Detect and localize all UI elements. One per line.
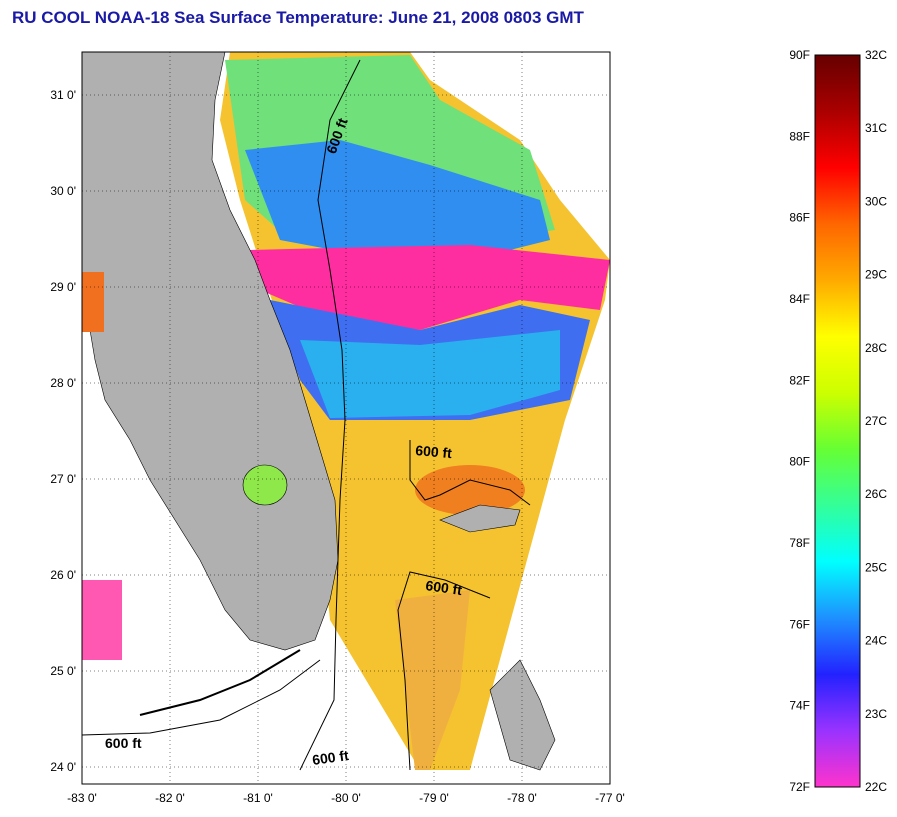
colorbar-f-label: 72F: [789, 780, 810, 794]
colorbar-c-label: 24C: [865, 634, 887, 648]
sst-blue-band: [245, 140, 550, 260]
lake-okeechobee: [242, 464, 288, 506]
colorbar-c-label: 27C: [865, 414, 887, 428]
lat-tick-label: 26 0': [50, 568, 76, 582]
bahamas-land: [439, 504, 521, 533]
lat-tick-label: 29 0': [50, 280, 76, 294]
lon-tick-label: -80 0': [331, 791, 361, 805]
colorbar-c-label: 32C: [865, 48, 887, 62]
lat-tick-label: 24 0': [50, 760, 76, 774]
contour-600ft-sw: [82, 659, 321, 736]
colorbar-c-label: 30C: [865, 194, 887, 208]
contour-label-3: 600 ft: [425, 577, 464, 598]
colorbar-f-label: 76F: [789, 617, 810, 631]
colorbar-f-label: 78F: [789, 536, 810, 550]
sst-speckle-sw: [82, 580, 122, 660]
lon-tick-label: -78 0': [507, 791, 537, 805]
page-title: RU COOL NOAA-18 Sea Surface Temperature:…: [12, 8, 584, 27]
map-grid: [81, 52, 611, 784]
florida-keys: [139, 649, 301, 716]
lon-tick-label: -81 0': [243, 791, 273, 805]
colorbar-c-label: 28C: [865, 341, 887, 355]
contour-label-2: 600 ft: [415, 442, 453, 461]
sst-south-stripe: [395, 590, 470, 770]
lat-tick-label: 27 0': [50, 472, 76, 486]
lat-tick-label: 25 0': [50, 664, 76, 678]
colorbar-f-label: 88F: [789, 129, 810, 143]
colorbar-f-label: 90F: [789, 48, 810, 62]
colorbar-f-label: 84F: [789, 292, 810, 306]
sst-pink-band: [250, 245, 610, 330]
lon-tick-label: -82 0': [155, 791, 185, 805]
sst-speckle-gulf: [82, 272, 104, 332]
colorbar-c-labels: 32C 31C 30C 29C 28C 27C 26C 25C 24C 23C 22C: [865, 48, 887, 794]
colorbar-f-label: 82F: [789, 373, 810, 387]
contour-600ft-east: [299, 59, 361, 771]
colorbar-f-label: 74F: [789, 699, 810, 713]
contour-600ft-bahama: [409, 440, 531, 506]
lon-tick-label: -77 0': [595, 791, 625, 805]
colorbar-f-label: 80F: [789, 455, 810, 469]
colorbar-c-label: 22C: [865, 780, 887, 794]
contour-label-5: 600 ft: [311, 747, 350, 768]
lat-tick-label: 30 0': [50, 184, 76, 198]
colorbar-c-label: 25C: [865, 560, 887, 574]
lat-tick-label: 31 0': [50, 88, 76, 102]
lat-tick-label: 28 0': [50, 376, 76, 390]
colorbar-c-label: 23C: [865, 707, 887, 721]
sst-cyan-patch: [300, 330, 560, 418]
colorbar: 90F 88F 86F 84F 82F 80F 78F 76F 74F 72F 32C 31C 30C…: [789, 48, 887, 794]
colorbar-c-label: 29C: [865, 268, 887, 282]
lat-axis: 31 0' 30 0' 29 0' 28 0' 27 0' 26 0' 25 0' 24 0': [50, 88, 76, 774]
colorbar-c-label: 31C: [865, 121, 887, 135]
colorbar-fill: [814, 54, 861, 788]
colorbar-f-labels: 90F 88F 86F 84F 82F 80F 78F 76F 74F 72F: [789, 48, 810, 794]
lon-tick-label: -79 0': [419, 791, 449, 805]
lon-axis: -83 0' -82 0' -81 0' -80 0' -79 0' -78 0' -77 …: [67, 791, 625, 805]
sst-warm-patch: [415, 465, 525, 515]
lon-tick-label: -83 0': [67, 791, 97, 805]
contour-label-4: 600 ft: [105, 735, 142, 751]
andros-land: [489, 659, 556, 771]
colorbar-c-label: 26C: [865, 487, 887, 501]
colorbar-f-label: 86F: [789, 211, 810, 225]
contour-600ft-south: [397, 571, 491, 771]
